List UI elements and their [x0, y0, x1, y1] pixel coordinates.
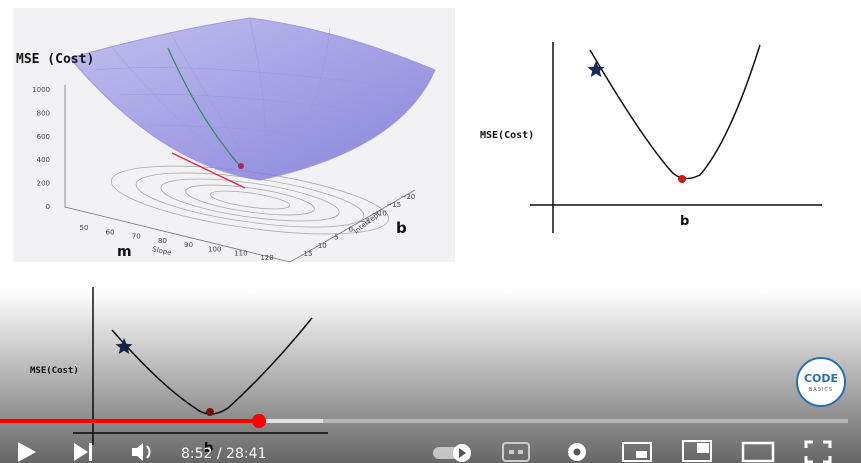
- x-tick-label: 90: [184, 241, 193, 249]
- logo-badge: [796, 357, 846, 407]
- settings-button[interactable]: [568, 443, 586, 461]
- current-point: [238, 163, 244, 169]
- y-axis-label: MSE(Cost): [480, 130, 534, 141]
- controls-shade: [0, 290, 861, 463]
- y-tick-label: −5: [360, 217, 370, 225]
- z-axis-title: MSE (Cost): [16, 52, 94, 67]
- z-tick-label: 400: [37, 156, 50, 164]
- minimum-point: [678, 175, 686, 183]
- x-tick-label: 50: [80, 224, 89, 232]
- progress-track: [0, 419, 848, 423]
- descent-path: [167, 47, 241, 167]
- tangent-line: [171, 152, 246, 189]
- x-tick-label: 120: [260, 254, 273, 262]
- x-tick-label: 110: [234, 250, 247, 258]
- x-axis-title: m: [117, 244, 132, 260]
- progress-bar[interactable]: [0, 414, 848, 428]
- progress-buffered: [259, 419, 323, 423]
- autoplay-toggle[interactable]: [433, 444, 471, 462]
- cost-curve: [589, 44, 761, 180]
- miniplayer-button[interactable]: [622, 442, 652, 462]
- z-tick-label: 0: [46, 203, 50, 211]
- z-tick-label: 200: [37, 180, 50, 188]
- y-tick-label: −20: [401, 193, 416, 201]
- progress-played: [0, 419, 259, 423]
- logo-line1: CODE: [804, 372, 838, 385]
- y-tick-label: 10: [318, 242, 327, 250]
- theater-button[interactable]: [682, 440, 712, 462]
- control-bar: 8:52 / 28:41: [18, 440, 832, 463]
- y-tick-label: 0: [349, 226, 353, 234]
- x-axis-label: Slope: [152, 245, 173, 257]
- x-axis-label: b: [680, 214, 689, 229]
- slide-chart-right: MSE(Cost) b: [480, 42, 822, 233]
- captions-button[interactable]: [502, 442, 530, 462]
- play-button[interactable]: [18, 442, 36, 462]
- surface-plot: MSE (Cost) 02004006008001000506070809010…: [13, 8, 455, 263]
- y-tick-label: 15: [304, 250, 313, 258]
- x-tick-label: 100: [208, 245, 221, 253]
- x-tick-label: 60: [106, 228, 115, 236]
- y-tick-label: −10: [372, 209, 387, 217]
- y-tick-label: −15: [386, 201, 401, 209]
- volume-button[interactable]: [132, 443, 151, 461]
- x-tick-label: 80: [158, 237, 167, 245]
- logo-line2: BASICS: [809, 387, 833, 393]
- progress-knob[interactable]: [252, 414, 266, 428]
- next-button[interactable]: [74, 443, 92, 461]
- z-tick-label: 600: [37, 133, 50, 141]
- axes-frame: [64, 85, 416, 263]
- cinema-button[interactable]: [741, 441, 775, 463]
- start-star: [587, 61, 605, 77]
- channel-logo[interactable]: CODE BASICS: [796, 357, 846, 407]
- z-tick-label: 800: [37, 109, 50, 117]
- y-tick-label: 5: [334, 234, 338, 242]
- surface-mesh: [94, 19, 421, 179]
- fullscreen-button[interactable]: [804, 440, 832, 463]
- z-tick-label: 1000: [32, 86, 50, 94]
- y-axis-title: b: [396, 219, 407, 237]
- time-display: 8:52 / 28:41: [181, 446, 266, 462]
- x-tick-label: 70: [132, 233, 141, 241]
